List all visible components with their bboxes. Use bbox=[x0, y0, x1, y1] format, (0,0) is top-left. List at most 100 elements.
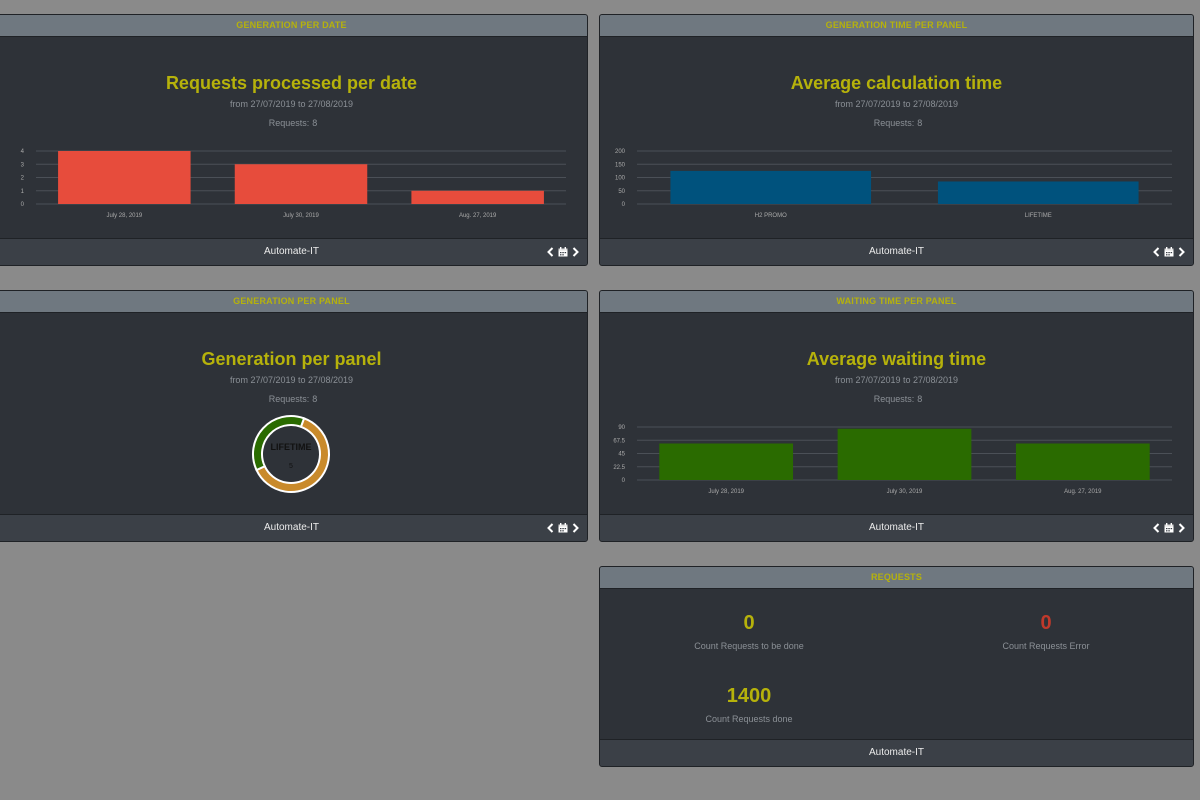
date-range: from 27/07/2019 to 27/08/2019 bbox=[229, 99, 354, 109]
x-tick-label: LIFETIME bbox=[1025, 213, 1052, 219]
panel-generation-time-per-panel: GENERATION TIME PER PANEL Average calcul… bbox=[599, 14, 1194, 266]
chevron-right-icon[interactable] bbox=[572, 247, 579, 257]
calendar-icon[interactable] bbox=[1164, 247, 1174, 257]
footer-label: Automate-IT bbox=[868, 522, 925, 533]
x-tick-label: July 30, 2019 bbox=[887, 489, 923, 495]
panel-body: Average waiting time from 27/07/2019 to … bbox=[600, 313, 1193, 515]
footer-label: Automate-IT bbox=[263, 522, 320, 533]
bar bbox=[837, 428, 972, 480]
panel-waiting-time-per-panel: WAITING TIME PER PANEL Average waiting t… bbox=[599, 290, 1194, 542]
requests-value: 8 bbox=[917, 118, 923, 128]
footer-label: Automate-IT bbox=[263, 246, 320, 257]
bar-chart-average-waiting-time: 0 22.5 45 67.5 90 July 28, 2019 July 30, 2019 A… bbox=[613, 425, 1172, 495]
chart-title: Requests processed per date bbox=[165, 73, 418, 93]
requests-count: Requests: 8 bbox=[0, 394, 587, 404]
y-tick-label: 100 bbox=[615, 176, 626, 182]
chart-title: Generation per panel bbox=[201, 349, 382, 369]
panel-body: Average calculation time from 27/07/2019… bbox=[600, 37, 1193, 239]
requests-count: Requests: 8 bbox=[600, 394, 1193, 404]
x-tick-label: July 28, 2019 bbox=[708, 489, 744, 495]
panel-body: Requests processed per date from 27/07/2… bbox=[0, 37, 587, 239]
bar bbox=[937, 181, 1139, 204]
footer-label: Automate-IT bbox=[868, 246, 925, 257]
y-tick-label: 2 bbox=[21, 176, 25, 182]
panel-body: 0 Count Requests to be done 0 Count Requ… bbox=[600, 589, 1193, 740]
panel-header: GENERATION PER DATE bbox=[0, 15, 587, 37]
panel-header: GENERATION PER PANEL bbox=[0, 291, 587, 313]
requests-label: Requests: bbox=[873, 394, 915, 404]
panel-footer: Automate-IT bbox=[0, 238, 587, 265]
stat-requests-error-value: 0 bbox=[1040, 612, 1052, 634]
chevron-left-icon[interactable] bbox=[1153, 523, 1160, 533]
bar bbox=[1015, 443, 1150, 480]
y-tick-label: 0 bbox=[21, 202, 25, 208]
calendar-icon[interactable] bbox=[1164, 523, 1174, 533]
requests-value: 8 bbox=[917, 394, 923, 404]
donut-center-value: 5 bbox=[289, 463, 293, 470]
panel-body: Generation per panel from 27/07/2019 to … bbox=[0, 313, 587, 515]
chart-title: Average calculation time bbox=[790, 73, 1003, 93]
y-tick-label: 3 bbox=[21, 162, 25, 168]
chart-title: Average waiting time bbox=[806, 349, 987, 369]
y-tick-label: 22.5 bbox=[613, 465, 625, 471]
panel-footer: Automate-IT bbox=[600, 739, 1193, 766]
requests-label: Requests: bbox=[873, 118, 915, 128]
bar bbox=[234, 164, 368, 204]
chevron-right-icon[interactable] bbox=[572, 523, 579, 533]
y-tick-label: 1 bbox=[21, 189, 25, 195]
stat-requests-to-be-done-label: Count Requests to be done bbox=[694, 641, 804, 651]
donut-slice bbox=[252, 415, 306, 472]
chevron-right-icon[interactable] bbox=[1178, 247, 1185, 257]
chevron-right-icon[interactable] bbox=[1178, 523, 1185, 533]
bar bbox=[411, 190, 544, 204]
footer-label: Automate-IT bbox=[868, 747, 925, 758]
stat-requests-error-label: Count Requests Error bbox=[1002, 641, 1090, 651]
bar bbox=[58, 151, 191, 204]
y-tick-label: 90 bbox=[618, 425, 625, 431]
y-tick-label: 0 bbox=[622, 478, 626, 484]
panel-footer: Automate-IT bbox=[0, 514, 587, 541]
y-tick-label: 200 bbox=[615, 149, 626, 155]
stat-requests-to-be-done-value: 0 bbox=[743, 612, 755, 634]
bar-chart-average-calculation-time: 0 50 100 150 200 H2 PROMO LIFETIME bbox=[615, 149, 1172, 219]
panel-header: GENERATION TIME PER PANEL bbox=[600, 15, 1193, 37]
footer-nav bbox=[1153, 239, 1185, 265]
stat-requests-done-label: Count Requests done bbox=[705, 714, 793, 724]
date-range: from 27/07/2019 to 27/08/2019 bbox=[229, 375, 354, 385]
footer-nav bbox=[547, 515, 579, 541]
requests-value: 8 bbox=[312, 118, 318, 128]
calendar-icon[interactable] bbox=[558, 247, 568, 257]
date-range: from 27/07/2019 to 27/08/2019 bbox=[834, 375, 959, 385]
chevron-left-icon[interactable] bbox=[1153, 247, 1160, 257]
x-tick-label: July 30, 2019 bbox=[283, 213, 319, 219]
panel-header: WAITING TIME PER PANEL bbox=[600, 291, 1193, 313]
requests-label: Requests: bbox=[268, 394, 310, 404]
panel-generation-per-date: GENERATION PER DATE Requests processed p… bbox=[0, 14, 588, 266]
date-range: from 27/07/2019 to 27/08/2019 bbox=[834, 99, 959, 109]
footer-nav bbox=[1153, 515, 1185, 541]
x-tick-label: July 28, 2019 bbox=[106, 213, 142, 219]
y-tick-label: 67.5 bbox=[613, 438, 625, 444]
calendar-icon[interactable] bbox=[558, 523, 568, 533]
bar bbox=[659, 443, 794, 480]
footer-nav bbox=[547, 239, 579, 265]
x-tick-label: Aug. 27, 2019 bbox=[459, 213, 497, 219]
panel-requests: REQUESTS 0 Count Requests to be done 0 C… bbox=[599, 566, 1194, 767]
panel-header: REQUESTS bbox=[600, 567, 1193, 589]
requests-value: 8 bbox=[312, 394, 318, 404]
y-tick-label: 50 bbox=[618, 189, 625, 195]
requests-label: Requests: bbox=[268, 118, 310, 128]
donut-center-label: LIFETIME bbox=[271, 442, 312, 452]
chevron-left-icon[interactable] bbox=[547, 247, 554, 257]
bar-chart-requests-per-date: 0 1 2 3 4 July 28, 2019 July 30, 2019 Aug. 27, … bbox=[21, 149, 566, 219]
panel-footer: Automate-IT bbox=[600, 238, 1193, 265]
bar bbox=[670, 170, 872, 204]
panel-generation-per-panel: GENERATION PER PANEL Generation per pane… bbox=[0, 290, 588, 542]
y-tick-label: 4 bbox=[21, 149, 25, 155]
stat-requests-done-value: 1400 bbox=[726, 685, 772, 707]
requests-count: Requests: 8 bbox=[0, 118, 587, 128]
x-tick-label: H2 PROMO bbox=[755, 213, 787, 219]
chevron-left-icon[interactable] bbox=[547, 523, 554, 533]
panel-footer: Automate-IT bbox=[600, 514, 1193, 541]
requests-count: Requests: 8 bbox=[600, 118, 1193, 128]
